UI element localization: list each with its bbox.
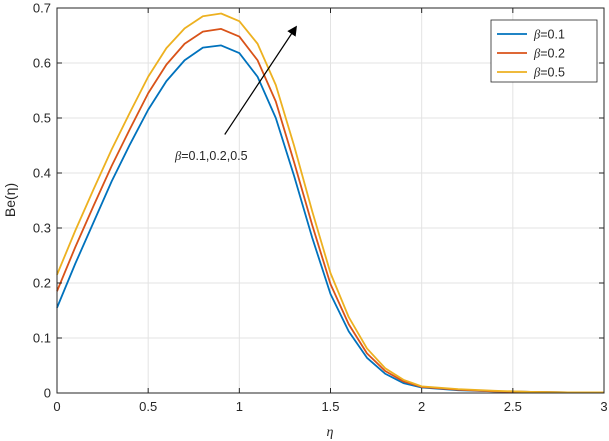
x-axis-label: η bbox=[327, 425, 334, 440]
x-tick-labels: 0 0.5 1 1.5 2 2.5 3 bbox=[53, 399, 607, 414]
x-tick-label: 1.5 bbox=[321, 399, 339, 414]
y-tick-label: 0.6 bbox=[33, 56, 51, 71]
y-tick-label: 0.4 bbox=[33, 166, 51, 181]
annotation-values: =0.1,0.2,0.5 bbox=[181, 149, 247, 163]
annotation-arrow bbox=[224, 25, 297, 135]
legend-label-3: β=0.5 bbox=[533, 66, 565, 80]
y-tick-label: 0.5 bbox=[33, 111, 51, 126]
ticks bbox=[56, 7, 605, 394]
y-tick-label: 0.1 bbox=[33, 331, 51, 346]
y-tick-label: 0.3 bbox=[33, 221, 51, 236]
x-tick-label: 0 bbox=[53, 399, 60, 414]
y-tick-label: 0.2 bbox=[33, 276, 51, 291]
legend-label-1: β=0.1 bbox=[533, 28, 565, 42]
annotation: β=0.1,0.2,0.5 bbox=[174, 25, 297, 163]
annotation-beta-symbol: β bbox=[174, 149, 182, 163]
series-lines bbox=[56, 12, 604, 394]
series-line-3 bbox=[56, 12, 604, 394]
annotation-label: β=0.1,0.2,0.5 bbox=[174, 149, 248, 163]
y-tick-label: 0.7 bbox=[33, 1, 51, 16]
x-tick-label: 2 bbox=[418, 399, 425, 414]
y-tick-labels: 0 0.1 0.2 0.3 0.4 0.5 0.6 0.7 bbox=[33, 1, 51, 401]
x-tick-label: 3 bbox=[600, 399, 607, 414]
x-tick-label: 0.5 bbox=[139, 399, 157, 414]
y-axis-label: Be(η) bbox=[2, 183, 18, 217]
x-tick-label: 2.5 bbox=[504, 399, 522, 414]
legend-label-2: β=0.2 bbox=[533, 47, 565, 61]
legend: β=0.1 β=0.2 β=0.5 bbox=[490, 19, 598, 83]
y-tick-label: 0 bbox=[44, 386, 51, 401]
x-tick-label: 1 bbox=[236, 399, 243, 414]
